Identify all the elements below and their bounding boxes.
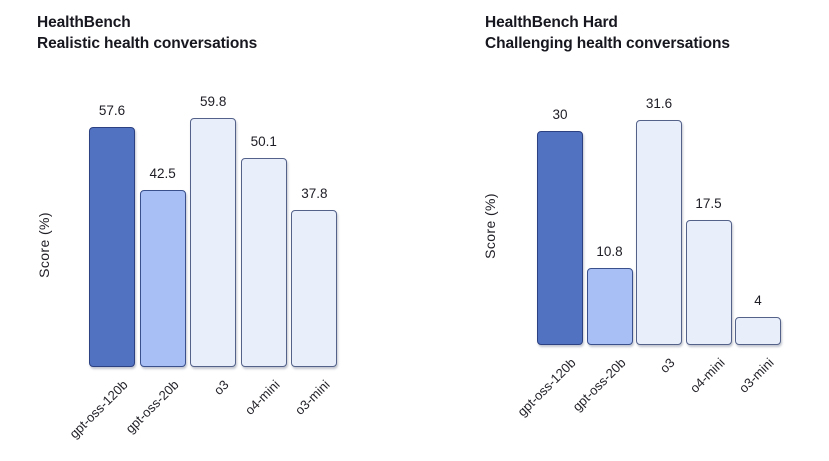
- bar-value-gpt-oss-120b: 30: [552, 107, 568, 122]
- bar-value-gpt-oss-20b: 42.5: [149, 166, 176, 181]
- plot-area: 30 gpt-oss-120b 10.8 gpt-oss-20b 31.6 o3 17.5 o…: [414, 0, 828, 461]
- chart-healthbench-hard: HealthBench Hard Challenging health conv…: [414, 0, 828, 461]
- x-tick-gpt-oss-120b: gpt-oss-120b: [514, 355, 579, 420]
- chart-title-line1: HealthBench Hard: [485, 14, 618, 31]
- chart-healthbench: HealthBench Realistic health conversatio…: [0, 0, 414, 461]
- bar-gpt-oss-120b: [89, 127, 135, 367]
- bar-gpt-oss-20b: [139, 190, 186, 367]
- bar-value-o3: 31.6: [645, 96, 673, 111]
- bar-o3: [190, 118, 237, 367]
- bar-value-gpt-oss-120b: 57.6: [98, 103, 126, 118]
- bar-value-o3-mini: 4: [754, 293, 762, 308]
- bar-o3-mini: [735, 317, 781, 345]
- chart-title: HealthBench Realistic health conversatio…: [37, 12, 257, 54]
- bar-value-gpt-oss-20b: 10.8: [596, 244, 623, 259]
- bar-o4-mini: [240, 158, 287, 367]
- bar-o3-mini: [291, 210, 338, 367]
- chart-title-line1: HealthBench: [37, 14, 131, 31]
- bar-value-o3: 59.8: [200, 94, 227, 109]
- bar-gpt-oss-120b: [537, 131, 583, 345]
- bar-gpt-oss-20b: [586, 268, 633, 345]
- bar-value-o3-mini: 37.8: [301, 186, 328, 201]
- plot-area: 57.6 gpt-oss-120b 42.5 gpt-oss-20b 59.8 o3 50.…: [0, 0, 414, 461]
- chart-subtitle: Challenging health conversations: [485, 35, 730, 52]
- bar-o4-mini: [685, 220, 732, 345]
- bar-value-o4-mini: 17.5: [695, 196, 722, 211]
- chart-title: HealthBench Hard Challenging health conv…: [485, 12, 730, 54]
- bar-o3: [636, 120, 682, 345]
- chart-subtitle: Realistic health conversations: [37, 35, 258, 52]
- bar-value-o4-mini: 50.1: [250, 134, 277, 149]
